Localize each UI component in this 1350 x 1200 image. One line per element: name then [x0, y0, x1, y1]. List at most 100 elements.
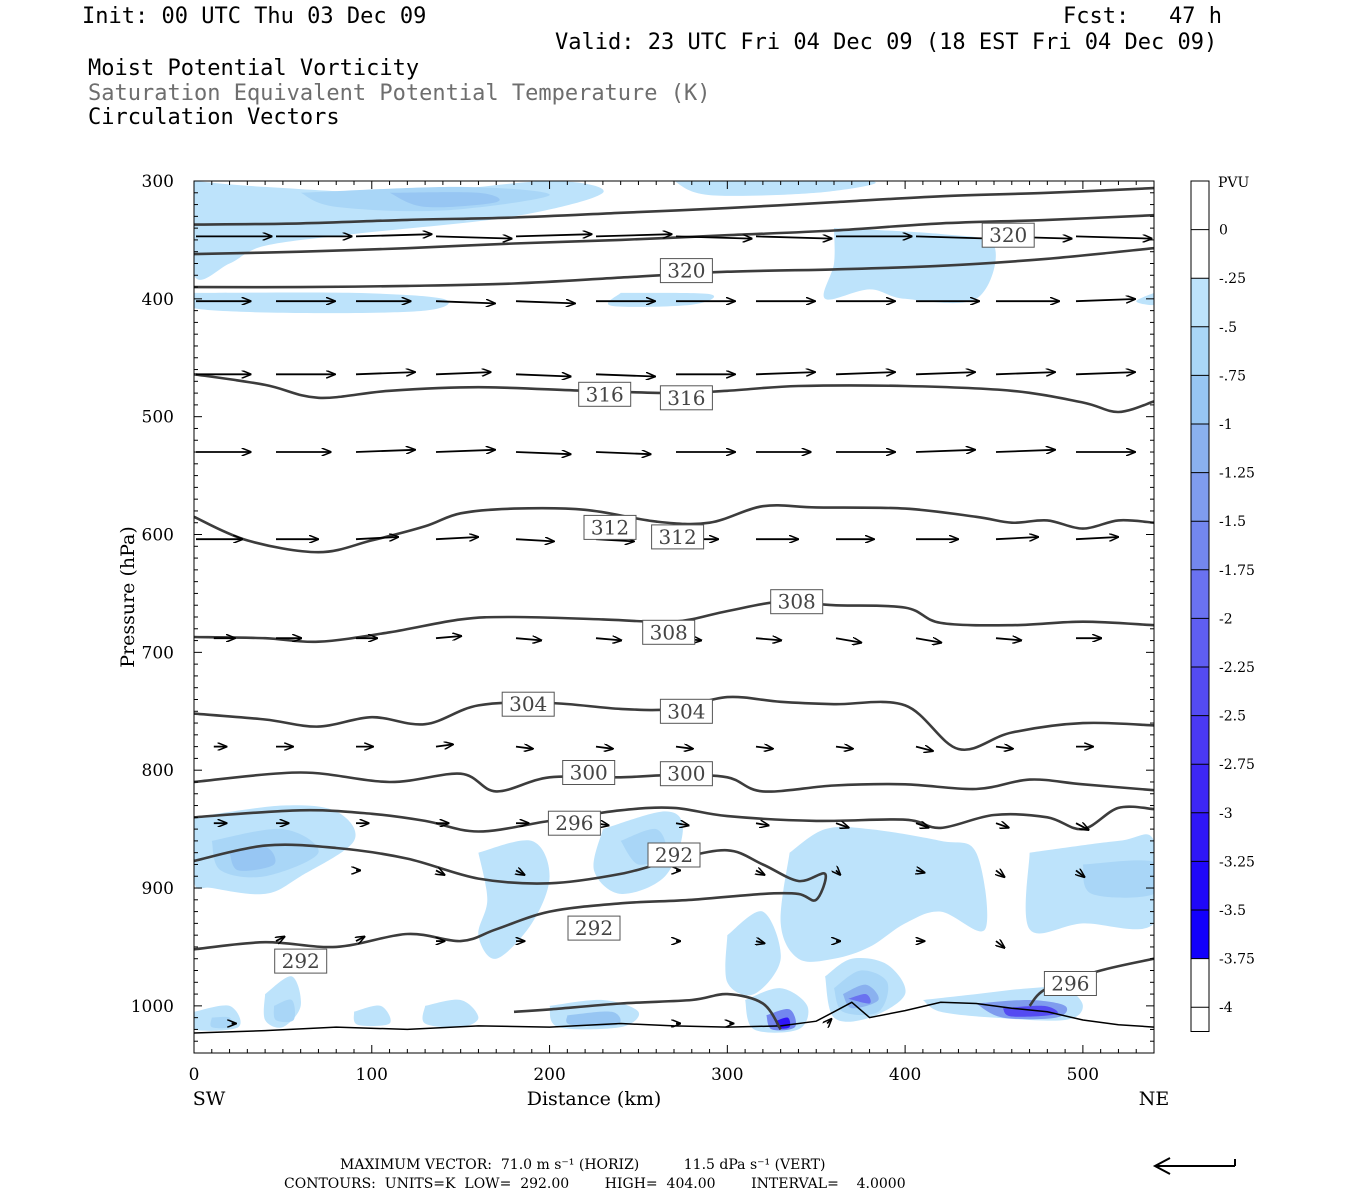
y-tick-label: 1000 [131, 997, 174, 1017]
circulation-vector [595, 638, 621, 640]
colorbar-cell [1191, 667, 1209, 716]
circulation-vector [675, 823, 689, 825]
contour-label: 292 [655, 843, 693, 867]
theta-es-contour-292 [194, 843, 828, 951]
colorbar-label: -.75 [1219, 368, 1246, 384]
pv-region [194, 181, 604, 280]
contour-label-box [562, 760, 616, 785]
colorbar-frame [1190, 180, 1210, 1032]
circulation-vector [996, 870, 1004, 877]
circulation-vector [435, 372, 491, 374]
colorbar-cell [1191, 569, 1209, 619]
circulation-vector [435, 636, 461, 638]
circulation-vector [995, 537, 1038, 539]
circulation-vector [1075, 299, 1135, 301]
pv-region [1082, 860, 1154, 898]
contour-label-box [659, 385, 713, 411]
circulation-vector [515, 301, 575, 303]
circulation-vector [835, 747, 853, 749]
y-tick-label: 800 [142, 761, 174, 781]
contour-label: 300 [667, 762, 705, 786]
circulation-vector [755, 372, 815, 374]
circulation-vector [915, 236, 992, 238]
pv-region [674, 181, 876, 196]
x-end-label-ne: NE [1139, 1088, 1170, 1110]
pv-region [273, 999, 296, 1023]
circulation-vector [1075, 236, 1152, 238]
x-tick-label: 0 [189, 1065, 200, 1085]
circulation-vector [995, 823, 1009, 827]
pv-region [422, 999, 479, 1028]
circulation-vector [355, 537, 398, 539]
circulation-vector [916, 870, 924, 872]
colorbar-label: -1 [1219, 417, 1233, 433]
pv-region [210, 1016, 232, 1029]
y-tick-label: 300 [142, 172, 174, 192]
forecast-hour: Fcst: 47 h [1063, 4, 1222, 29]
circulation-vector [827, 1019, 831, 1023]
circulation-vector [515, 747, 533, 749]
x-tick-label: 100 [356, 1065, 388, 1085]
contour-label: 300 [570, 761, 608, 785]
circulation-vector [915, 638, 941, 642]
colorbar-label: -2.75 [1219, 757, 1255, 773]
colorbar-label: -.5 [1219, 320, 1237, 336]
contour-label-box [659, 698, 713, 724]
contour-label: 296 [555, 811, 593, 835]
circulation-vector [435, 301, 495, 303]
contour-label-box [651, 524, 705, 550]
contour-label-box [547, 810, 601, 836]
colorbar-cell [1191, 812, 1209, 862]
contour-label: 316 [667, 386, 705, 410]
circulation-vector [515, 539, 554, 541]
pv-region [725, 911, 781, 996]
contour-label-box [1043, 971, 1097, 996]
terrain-line [194, 1001, 1154, 1034]
colorbar-cell [1191, 424, 1209, 473]
x-axis-label: Distance (km) [527, 1088, 662, 1110]
circulation-vector [835, 823, 849, 827]
circulation-vector [995, 638, 1021, 640]
colorbar-label: -1.75 [1219, 563, 1255, 579]
colorbar-cell [1191, 375, 1209, 424]
theta-es-contour-308 [194, 600, 1154, 644]
circulation-vector [515, 452, 571, 454]
circulation-vector [755, 638, 781, 640]
colorbar-label: -4 [1219, 1000, 1233, 1016]
colorbar-cell [1191, 618, 1209, 667]
contour-label: 320 [989, 223, 1027, 247]
pv-region [194, 292, 449, 314]
x-tick-label: 200 [533, 1065, 565, 1085]
circulation-vector [755, 823, 769, 825]
colorbar-label: -1.5 [1219, 514, 1246, 530]
colorbar-label: -3 [1219, 806, 1233, 822]
circulation-vector [675, 236, 752, 238]
theta-es-contour-296 [513, 992, 782, 1031]
circulation-vector [436, 870, 444, 874]
colorbar-cell [1191, 326, 1209, 376]
circulation-vector [515, 638, 541, 640]
colorbar-label: -1.25 [1219, 466, 1255, 482]
contour-label-box [642, 619, 696, 645]
y-axis-label: Pressure (hPa) [117, 526, 139, 668]
contour-label: 296 [1051, 972, 1089, 996]
circulation-vector [1075, 372, 1135, 374]
circulation-vector [996, 941, 1004, 948]
circulation-vector [515, 374, 571, 376]
contour-label-box [659, 258, 713, 284]
colorbar-label: -2 [1219, 611, 1233, 627]
circulation-vector [1075, 537, 1118, 539]
colorbar-cell [1191, 278, 1209, 327]
circulation-vector [915, 450, 975, 452]
theta-es-contour-296 [194, 805, 1154, 833]
circulation-vector [835, 638, 861, 642]
contour-label-box [274, 948, 328, 974]
circulation-vector [755, 236, 832, 238]
circulation-vector [756, 941, 764, 943]
colorbar-label: -3.75 [1219, 952, 1255, 968]
x-tick-label: 300 [711, 1065, 743, 1085]
pv-region [1136, 292, 1154, 306]
pv-region [389, 192, 500, 208]
contour-label: 292 [575, 916, 613, 940]
